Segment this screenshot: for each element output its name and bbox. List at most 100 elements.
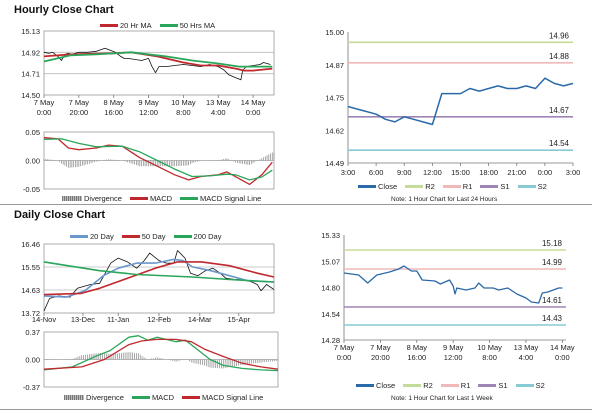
series-20-day [43,258,275,298]
x-tick-label: 13-Dec [71,315,95,324]
bottom-divider [0,409,592,410]
x-tick-label: 8 May [103,98,124,107]
x-tick-label: 18:00 [479,168,498,177]
plot-frame [43,30,275,96]
x-tick-label: 14-Mar [188,315,212,324]
y-tick-label: 14.80 [321,284,340,293]
x-tick-label: 13 May [514,343,539,352]
x-tick-label: 14-Nov [32,315,56,324]
legend-close: Close [356,381,395,390]
y-tick-label: 14.50 [21,91,40,100]
y-tick-label: 14.87 [325,61,344,70]
daily-pivot-legend: Close R2 R1 S1 S2 [356,381,545,390]
x-tick-label: 20:00 [371,353,390,362]
hourly-note: Note: 1 Hour Chart for Last 24 Hours [391,196,498,203]
legend-20-day: 20 Day [70,232,114,241]
legend-r1: R1 [442,182,473,191]
y-tick-label: 15.55 [21,263,40,272]
y-tick-label: 14.54 [321,310,340,319]
legend-50-day: 50 Day [121,232,166,241]
legend-label: S1 [498,381,508,390]
pivot-label-s2: 14.54 [549,139,570,148]
legend-label: MACD [149,194,173,203]
legend-label: Divergence [84,194,122,203]
y-tick-label: 14.49 [325,159,344,168]
y-tick-label: 0.00 [25,157,40,166]
legend-r2: R2 [405,182,435,191]
x-tick-label: 14 May [241,98,266,107]
x-tick-label: 15-Apr [228,315,251,324]
legend-label: 200 Day [193,232,222,241]
legend-divergence: Divergence [62,194,122,203]
series-close [347,77,574,126]
series-macd [43,137,273,186]
x-tick-label: 12:00 [444,353,463,362]
pivot-label-s1: 14.67 [549,106,570,115]
x-tick-label: 21:00 [507,168,526,177]
y-tick-label: 15.13 [21,27,40,36]
legend-macd-signal: MACD Signal Line [180,194,261,203]
legend-macd: MACD [131,393,175,402]
x-tick-label: 6:00 [369,168,384,177]
legend-label: MACD Signal Line [200,194,262,203]
y-tick-label: 15.33 [321,231,340,240]
hourly-macd-legend: Divergence MACD MACD Signal Line [62,194,261,203]
x-tick-label: 8 May [407,343,428,352]
legend-macd-signal: MACD Signal Line [182,393,263,402]
pivot-label-r1: 14.88 [549,52,570,61]
y-tick-label: -0.37 [23,383,40,392]
legend-label: Close [378,182,398,191]
legend-label: MACD [151,393,175,402]
x-tick-label: 0:00 [246,108,261,117]
legend-s2: S2 [515,381,545,390]
y-tick-label: 15.07 [321,257,340,266]
legend-label: Close [376,381,396,390]
series-close [343,265,563,304]
x-tick-label: 16:00 [407,353,426,362]
legend-label: Divergence [86,393,124,402]
legend-label: 20 Hr MA [120,21,152,30]
legend-label: R2 [423,381,433,390]
x-tick-label: 9 May [138,98,159,107]
y-tick-label: 0.05 [25,128,40,137]
y-tick-label: 0.37 [25,328,40,337]
y-tick-label: 14.63 [21,286,40,295]
x-tick-label: 15:00 [451,168,470,177]
pivot-label-s1: 14.61 [542,296,563,305]
legend-close: Close [358,182,397,191]
legend-label: S2 [535,381,545,390]
series-macd-signal-line [43,338,279,370]
x-tick-label: 12-Feb [147,315,171,324]
y-tick-label: 14.75 [325,94,344,103]
x-tick-label: 12:00 [423,168,442,177]
x-tick-label: 4:00 [211,108,226,117]
legend-label: S1 [500,182,510,191]
series-50-hrs-ma [43,51,273,68]
legend-r2: R2 [403,381,433,390]
section-divider [0,204,592,205]
x-tick-label: 11-Jan [107,315,129,324]
pivot-label-r2: 15.18 [542,239,563,248]
x-tick-label: 10 May [477,343,502,352]
legend-50hrs-ma: 50 Hrs MA [159,21,215,30]
x-tick-label: 3:00 [566,168,581,177]
y-tick-label: 14.71 [21,70,40,79]
legend-macd: MACD [129,194,173,203]
x-tick-label: 20:00 [69,108,88,117]
x-tick-label: 12:00 [139,108,158,117]
x-tick-label: 0:00 [555,353,570,362]
legend-200-day: 200 Day [173,232,222,241]
pivot-label-r1: 14.99 [542,258,563,267]
legend-label: 20 Day [90,232,114,241]
x-tick-label: 7 May [370,343,391,352]
hourly-chart-title: Hourly Close Chart [14,4,114,16]
x-tick-label: 7 May [69,98,90,107]
legend-label: R2 [425,182,435,191]
legend-label: R1 [462,182,473,191]
series-50-day [43,261,275,296]
daily-note: Note: 1 Hour Chart for Last 1 Week [391,395,493,402]
